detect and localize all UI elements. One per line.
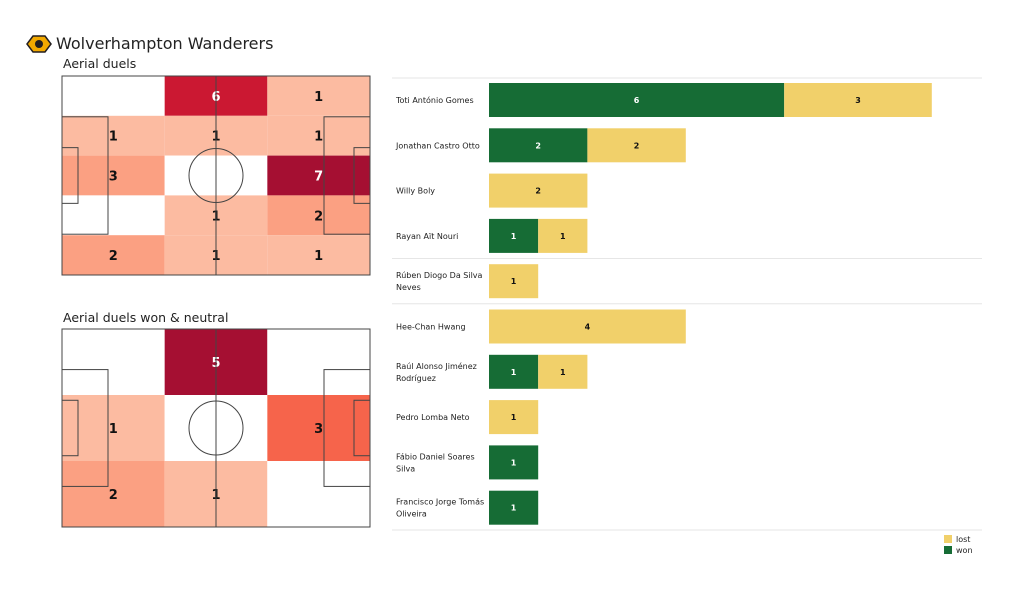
heatmap-cell-value: 7 [314, 170, 323, 185]
heatmap-cell-value: 2 [109, 488, 118, 503]
bar-won [489, 128, 588, 163]
heatmap-cell [62, 461, 165, 527]
bar-value: 1 [511, 504, 517, 513]
heatmap-cell [267, 76, 370, 116]
heatmap-cell [267, 115, 370, 156]
bar-value: 2 [535, 141, 541, 150]
heatmap-cell-value: 1 [314, 249, 323, 264]
player-name: Rúben Diogo Da Silva [396, 271, 483, 280]
bar-won [489, 490, 539, 525]
wolves-crest-icon [35, 40, 43, 48]
bar-value: 1 [511, 368, 517, 377]
heatmap-cell-value: 1 [314, 90, 323, 105]
bar-value: 2 [634, 141, 640, 150]
heatmap-cell [62, 155, 165, 196]
center-circle [188, 148, 244, 203]
center-circle [188, 400, 244, 456]
right-six-yard-box [353, 147, 371, 204]
left-six-yard-box [61, 147, 79, 204]
bar-lost [489, 264, 539, 299]
bar-lost [489, 309, 686, 344]
player-name: Pedro Lomba Neto [396, 413, 470, 422]
heatmap-cell [62, 115, 165, 156]
player-name: Rodríguez [396, 374, 436, 383]
heatmap-cell-value: 3 [109, 170, 118, 185]
bar-won [489, 354, 539, 389]
heatmap-cell [62, 76, 165, 116]
bar-won [489, 83, 785, 117]
legend-swatch-lost [944, 535, 952, 543]
player-name: Neves [396, 283, 421, 292]
heatmap-cell-value: 1 [109, 130, 118, 145]
heatmap-cell [267, 461, 370, 527]
player-name: Raúl Alonso Jiménez [396, 361, 477, 371]
team-title: Wolverhampton Wanderers [56, 34, 273, 53]
bar-value: 1 [511, 232, 517, 241]
player-name: Jonathan Castro Otto [395, 141, 480, 150]
heatmap-cell [267, 235, 370, 275]
heatmap-title: Aerial duels [63, 56, 136, 71]
heatmap-cell [267, 195, 370, 236]
bar-won [489, 445, 539, 480]
heatmap-cell-value: 2 [314, 209, 323, 224]
heatmap-cell [62, 329, 165, 395]
bar-value: 6 [634, 96, 640, 105]
heatmap-cell [267, 155, 370, 196]
legend-label-lost: lost [956, 535, 970, 544]
bar-value: 1 [560, 232, 566, 241]
player-name: Fábio Daniel Soares [396, 452, 475, 461]
bar-lost [538, 218, 588, 253]
heatmap-cell-value: 1 [109, 422, 118, 437]
player-name: Silva [396, 464, 415, 473]
heatmap-title: Aerial duels won & neutral [63, 310, 228, 325]
heatmap-cell [62, 235, 165, 275]
bar-value: 1 [511, 413, 517, 422]
legend-label-won: won [956, 546, 973, 555]
bar-value: 1 [511, 277, 517, 286]
player-name: Hee-Chan Hwang [396, 323, 466, 332]
player-name: Rayan Aït Nouri [396, 232, 458, 241]
bar-value: 1 [560, 368, 566, 377]
bar-lost [489, 173, 588, 208]
left-six-yard-box [61, 399, 79, 457]
bar-won [489, 218, 539, 253]
bar-value: 1 [511, 458, 517, 467]
heatmap-cell-value: 3 [314, 422, 323, 437]
bar-lost [784, 83, 932, 117]
bar-lost [587, 128, 686, 163]
bar-value: 4 [585, 323, 591, 332]
heatmap-cell [62, 395, 165, 461]
heatmap-cell-value: 2 [109, 249, 118, 264]
right-six-yard-box [353, 399, 371, 457]
player-name: Toti António Gomes [395, 95, 474, 105]
bar-lost [538, 354, 588, 389]
legend-swatch-won [944, 546, 952, 554]
player-name: Willy Boly [396, 187, 435, 196]
bar-value: 3 [855, 96, 861, 105]
heatmap-cell-value: 1 [314, 130, 323, 145]
heatmap-cell [62, 195, 165, 236]
bar-value: 2 [535, 187, 541, 196]
player-name: Francisco Jorge Tomás [396, 498, 484, 507]
heatmap-cell [267, 329, 370, 395]
player-name: Oliveira [396, 510, 427, 519]
heatmap-cell [267, 395, 370, 461]
bar-lost [489, 400, 539, 435]
